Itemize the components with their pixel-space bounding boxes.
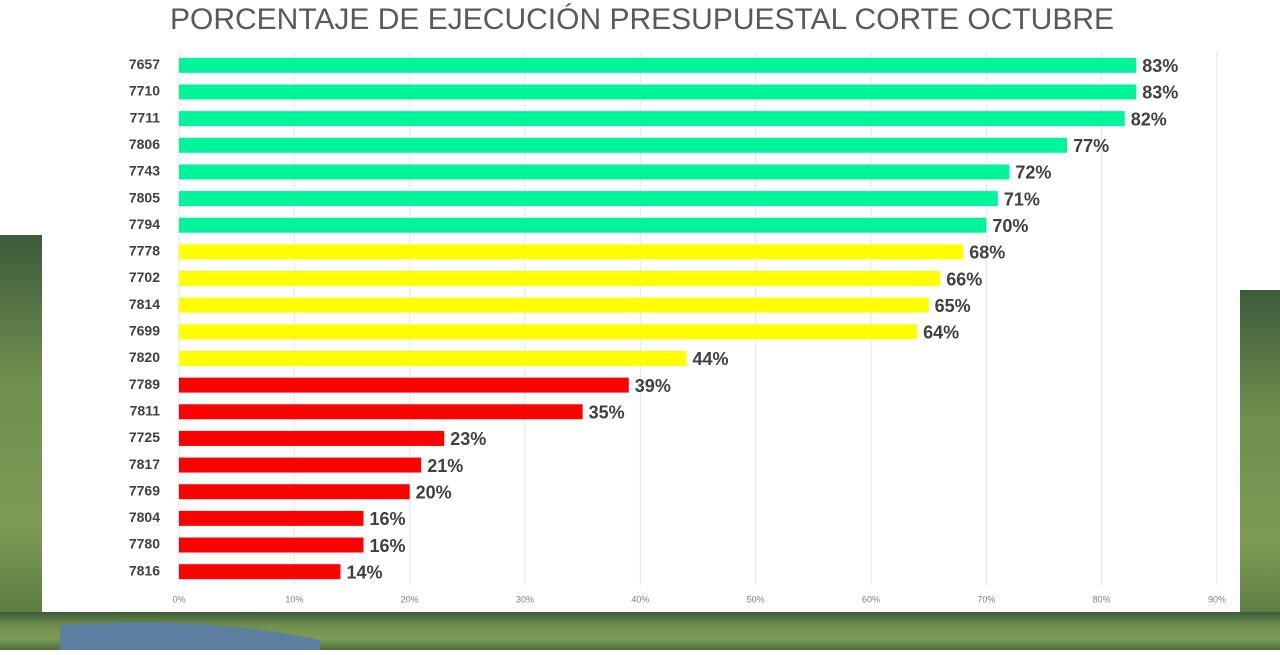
x-tick-label: 70% (977, 594, 995, 604)
bar (179, 191, 998, 206)
x-tick-label: 40% (631, 594, 649, 604)
x-tick-label: 30% (516, 594, 534, 604)
y-tick-label: 7811 (130, 402, 161, 418)
y-tick-label: 7743 (129, 163, 160, 179)
bar (179, 564, 340, 579)
y-tick-label: 7702 (129, 269, 160, 285)
y-tick-label: 7780 (129, 536, 160, 552)
bar (179, 538, 364, 553)
x-tick-label: 50% (747, 594, 765, 604)
chart-title: PORCENTAJE DE EJECUCIÓN PRESUPUESTAL COR… (170, 3, 1114, 36)
bar (179, 58, 1136, 73)
data-label: 77% (1073, 136, 1109, 156)
data-label: 16% (370, 536, 406, 556)
y-tick-label: 7817 (129, 456, 160, 472)
x-tick-label: 90% (1208, 594, 1226, 604)
background-photo (0, 235, 42, 650)
y-tick-label: 7804 (129, 509, 160, 525)
bar (179, 458, 421, 473)
x-tick-label: 80% (1093, 594, 1111, 604)
data-label: 16% (370, 509, 406, 529)
y-tick-label: 7805 (129, 189, 160, 205)
bar (179, 324, 917, 339)
data-label: 64% (923, 323, 959, 343)
y-tick-label: 7711 (130, 109, 161, 125)
data-label: 20% (416, 482, 452, 502)
y-tick-label: 7778 (129, 243, 160, 259)
data-label: 71% (1004, 189, 1040, 209)
data-label: 39% (635, 376, 671, 396)
bar (179, 138, 1067, 153)
x-tick-label: 0% (172, 594, 185, 604)
background-photo (1240, 290, 1280, 650)
bar (179, 404, 583, 419)
data-label: 72% (1015, 163, 1051, 183)
bar (179, 271, 940, 286)
bar (179, 298, 929, 313)
chart: PORCENTAJE DE EJECUCIÓN PRESUPUESTAL COR… (0, 0, 1280, 650)
y-tick-label: 7657 (129, 56, 160, 72)
bar (179, 111, 1125, 126)
bar (179, 378, 629, 393)
data-label: 65% (935, 296, 971, 316)
data-label: 35% (589, 403, 625, 423)
data-label: 23% (450, 429, 486, 449)
y-tick-label: 7806 (129, 136, 160, 152)
y-tick-label: 7699 (129, 323, 160, 339)
y-tick-label: 7820 (129, 349, 160, 365)
y-tick-label: 7814 (129, 296, 160, 312)
bar (179, 511, 364, 526)
data-label: 83% (1142, 83, 1178, 103)
data-label: 66% (946, 269, 982, 289)
y-tick-label: 7725 (129, 429, 160, 445)
y-tick-label: 7816 (129, 562, 160, 578)
bar (179, 244, 963, 259)
x-tick-label: 20% (401, 594, 419, 604)
data-label: 14% (346, 562, 382, 582)
y-tick-label: 7794 (129, 216, 160, 232)
bar (179, 484, 410, 499)
bar (179, 431, 444, 446)
data-label: 68% (969, 243, 1005, 263)
y-tick-label: 7769 (129, 482, 160, 498)
bar (179, 351, 686, 366)
data-label: 83% (1142, 56, 1178, 76)
bar (179, 164, 1009, 179)
y-tick-label: 7789 (129, 376, 160, 392)
data-label: 21% (427, 456, 463, 476)
x-tick-label: 60% (862, 594, 880, 604)
page: PORCENTAJE DE EJECUCIÓN PRESUPUESTAL COR… (0, 0, 1280, 650)
bar (179, 84, 1136, 99)
x-tick-label: 10% (285, 594, 303, 604)
data-label: 70% (992, 216, 1028, 236)
data-label: 44% (692, 349, 728, 369)
bar (179, 218, 986, 233)
y-tick-label: 7710 (129, 83, 160, 99)
data-label: 82% (1131, 109, 1167, 129)
